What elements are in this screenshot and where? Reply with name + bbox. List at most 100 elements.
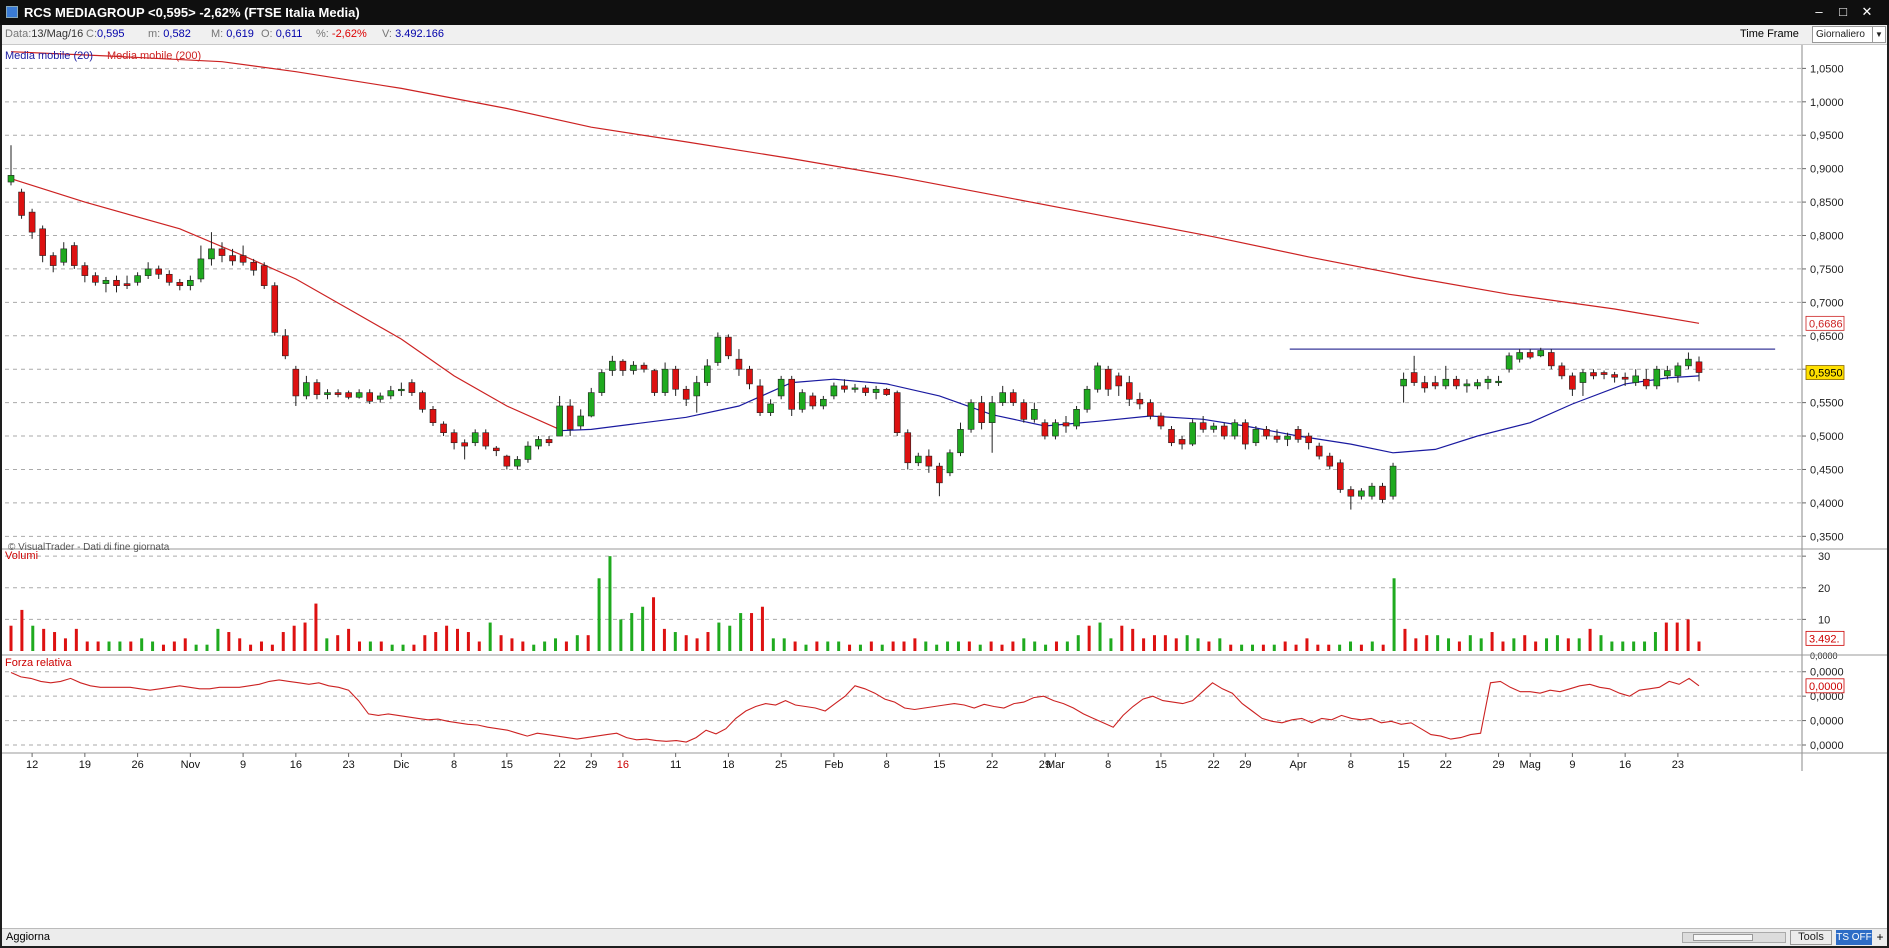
legend-ma20: Media mobile (20) [5, 50, 93, 62]
close-icon[interactable]: ✕ [1861, 4, 1873, 19]
volume-bar [140, 638, 144, 651]
chart-area[interactable]: 1,0500 1,0000 0,9500 0,9000 0,8500 0,8000 0,75… [2, 45, 1887, 928]
volume-bar [1240, 644, 1244, 651]
volume-bar [935, 644, 939, 651]
x-tick-label: 23 [1672, 759, 1684, 771]
volume-bar [1338, 644, 1342, 651]
candle-body [609, 360, 616, 371]
candle-body [809, 395, 817, 407]
volume-bar [118, 641, 122, 651]
candle-body [1579, 372, 1587, 383]
volume-bar [695, 638, 699, 651]
volume-bar [1545, 638, 1549, 651]
x-tick-label: 9 [240, 759, 246, 771]
x-tick-label: 15 [1397, 759, 1409, 771]
candle-body [229, 255, 236, 262]
candle-body [28, 211, 36, 233]
x-tick-label: 16 [617, 759, 629, 771]
x-tick-label: 23 [342, 759, 354, 771]
candle-body [598, 372, 606, 393]
timeframe-select[interactable]: Giornaliero ▼ [1812, 26, 1886, 43]
volume-bar [401, 644, 405, 651]
horizontal-scrollbar[interactable] [1682, 932, 1786, 943]
candle-body [1379, 485, 1386, 500]
volume-bar [1675, 622, 1679, 651]
candle-body [92, 275, 99, 283]
candle-body [1115, 375, 1123, 387]
volume-bar [586, 635, 590, 651]
ts-off-button[interactable]: TS OFF [1836, 930, 1872, 945]
candle-body [49, 255, 57, 266]
candle-body [1199, 422, 1207, 430]
chart-svg[interactable]: 1,0500 1,0000 0,9500 0,9000 0,8500 0,8000 0,75… [2, 45, 1887, 928]
candle-body [1685, 358, 1692, 367]
x-tick-label: 8 [884, 759, 890, 771]
price-tick-label: 0,4000 [1810, 498, 1844, 510]
maximize-icon[interactable]: □ [1839, 4, 1847, 19]
candle-body [197, 258, 205, 280]
candle-body [798, 392, 806, 410]
pct-readout: %: -2,62% [316, 28, 367, 40]
candle-body [988, 402, 996, 423]
volume-bar [1447, 638, 1451, 651]
volume-bar [96, 641, 100, 651]
volume-bar [1218, 638, 1222, 651]
volume-tick-label: 20 [1818, 583, 1830, 595]
candle-body [482, 432, 490, 447]
x-tick-label: 8 [1348, 759, 1354, 771]
volume-bar [1436, 635, 1440, 651]
minimize-icon[interactable]: – [1815, 4, 1823, 19]
candle-body [60, 248, 68, 263]
volume-bar [1044, 644, 1048, 651]
volume-bar [368, 641, 372, 651]
rs-last-box [1805, 678, 1845, 694]
candle-body [1484, 378, 1492, 383]
x-tick-label: Mar [1046, 759, 1065, 771]
scroll-thumb[interactable] [1693, 934, 1753, 941]
volume-bar [902, 641, 906, 651]
volume-bar [989, 641, 993, 651]
x-tick-label: Nov [181, 759, 201, 771]
candle-body [566, 405, 574, 430]
volume-title: Volumi [5, 550, 38, 562]
candle-body [1569, 375, 1576, 390]
volume-bar [466, 632, 470, 651]
candle-body [176, 281, 184, 286]
volume-bar [325, 638, 329, 651]
volume-bar [249, 644, 253, 651]
candle-body [904, 432, 912, 464]
candle-body [324, 392, 331, 395]
volume-bar [161, 644, 165, 651]
volume-bar [1033, 641, 1037, 651]
candle-body [925, 455, 933, 467]
volume-bar [194, 644, 198, 651]
candle-body [587, 392, 595, 417]
candle-body [1505, 355, 1513, 370]
chevron-down-icon: ▼ [1872, 27, 1885, 42]
tools-button[interactable]: Tools [1790, 930, 1832, 945]
volume-bar [793, 641, 797, 651]
candle-body [999, 392, 1007, 403]
aggiorna-button[interactable]: Aggiorna [6, 931, 51, 943]
volume-bar [1022, 638, 1026, 651]
candle-body [914, 455, 922, 464]
candle-body [492, 447, 500, 452]
volume-bar [575, 635, 579, 651]
candle-body [1062, 422, 1070, 427]
candle-body [693, 382, 701, 397]
candle-body [102, 279, 110, 284]
volume-bar [1697, 641, 1701, 651]
candle-body [1558, 365, 1566, 377]
volume-bar [1294, 644, 1298, 651]
volume-bar [532, 644, 536, 651]
volume-bar [1403, 628, 1407, 651]
candle-body [1621, 376, 1629, 380]
volume-bar [662, 628, 666, 651]
candle-body [1031, 409, 1038, 420]
volume-bar [815, 641, 819, 651]
candle-body [1242, 422, 1249, 445]
zoom-in-button[interactable]: + [1876, 930, 1884, 944]
volume-bar [967, 641, 971, 651]
x-tick-label: Dic [393, 759, 409, 771]
rs-tick-label: 0,0000 [1810, 667, 1844, 679]
